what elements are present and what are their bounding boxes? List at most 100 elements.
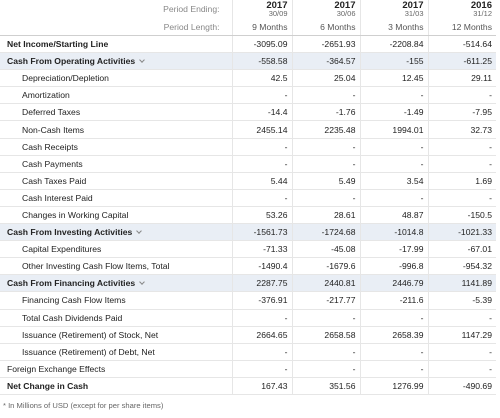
period-length: 9 Months: [231, 18, 292, 36]
cell-value: -: [291, 155, 360, 173]
cell-value: 5.44: [231, 172, 292, 190]
cell-value: -364.57: [291, 52, 360, 71]
table-row: Net Change in Cash 167.43 351.56 1276.99 -49…: [0, 377, 496, 395]
row-label: Other Investing Cash Flow Items, Total: [0, 257, 232, 276]
cell-value: -1021.33: [427, 223, 496, 242]
cell-value: -611.25: [427, 52, 496, 71]
row-label-text: Capital Expenditures: [22, 244, 102, 255]
row-label: Cash From Investing Activities: [0, 223, 232, 242]
cell-value: -217.77: [291, 291, 360, 310]
period-length: 6 Months: [291, 18, 360, 36]
row-label: Issuance (Retirement) of Debt, Net: [0, 343, 232, 361]
period-header: 2017 31/03: [359, 0, 428, 18]
cell-value: -155: [359, 52, 428, 71]
cell-value: 1147.29: [427, 326, 496, 344]
period-length-label: Period Length:: [0, 18, 232, 36]
cell-value: -67.01: [427, 240, 496, 259]
cell-value: -17.99: [359, 240, 428, 259]
row-label: Net Change in Cash: [0, 377, 232, 395]
cell-value: 1276.99: [359, 377, 428, 395]
row-label-text: Cash From Financing Activities: [7, 278, 136, 289]
cell-value: -3095.09: [231, 35, 292, 54]
row-label-text: Cash From Operating Activities: [7, 56, 136, 67]
row-label: Foreign Exchange Effects: [0, 360, 232, 378]
table-row: Depreciation/Depletion 42.5 25.04 12.45 29.1…: [0, 69, 496, 88]
year: 2017: [334, 0, 356, 11]
cell-value: -: [291, 309, 360, 327]
header-row: Period Ending: 2017 30/09 2017 30/06 2017 31/0…: [0, 0, 496, 18]
row-label: Capital Expenditures: [0, 240, 232, 259]
cell-value: -150.5: [427, 206, 496, 225]
table-body: Period Ending: 2017 30/09 2017 30/06 2017 31/0…: [0, 0, 496, 395]
cell-value: -: [291, 360, 360, 378]
table-row: Other Investing Cash Flow Items, Total -1…: [0, 257, 496, 276]
row-label: Changes in Working Capital: [0, 206, 232, 225]
row-label-text: Changes in Working Capital: [22, 209, 129, 220]
row-label-text: Depreciation/Depletion: [22, 73, 109, 84]
cell-value: -71.33: [231, 240, 292, 259]
cell-value: -1.49: [359, 103, 428, 122]
cell-value: -: [291, 138, 360, 156]
row-label-text: Cash Payments: [22, 158, 83, 169]
cell-value: -: [291, 86, 360, 105]
cell-value: 1994.01: [359, 120, 428, 139]
row-label-text: Non-Cash Items: [22, 124, 85, 135]
row-label-text: Net Income/Starting Line: [7, 39, 109, 50]
row-label: Cash Interest Paid: [0, 189, 232, 207]
table-row: Changes in Working Capital 53.26 28.61 48.8…: [0, 206, 496, 225]
date: 30/06: [336, 8, 356, 18]
row-label: Total Cash Dividends Paid: [0, 309, 232, 327]
cell-value: 2440.81: [291, 274, 360, 293]
cell-value: -: [231, 343, 292, 361]
row-label-text: Foreign Exchange Effects: [7, 363, 106, 374]
cell-value: -5.39: [427, 291, 496, 310]
cell-value: -2651.93: [291, 35, 360, 54]
period-header: 2016 31/12: [427, 0, 496, 18]
expand-chevron[interactable]: [139, 57, 145, 63]
row-label: Cash From Operating Activities: [0, 52, 232, 71]
year: 2017: [402, 0, 424, 11]
cell-value: -: [359, 138, 428, 156]
table-row: Deferred Taxes -14.4 -1.76 -1.49 -7.95: [0, 103, 496, 122]
date: 31/12: [473, 8, 492, 18]
cell-value: 2664.65: [231, 326, 292, 344]
cell-value: -558.58: [231, 52, 292, 71]
cell-value: -: [427, 86, 496, 105]
year: 2017: [266, 0, 288, 11]
row-label: Depreciation/Depletion: [0, 69, 232, 88]
expand-chevron[interactable]: [136, 228, 143, 234]
table-row: Amortization - - - -: [0, 86, 496, 105]
table-row: Cash Interest Paid - - - -: [0, 189, 496, 207]
cell-value: -: [231, 86, 292, 105]
cell-value: -: [231, 360, 292, 378]
cell-value: 48.87: [359, 206, 428, 225]
cell-value: -376.91: [231, 291, 292, 310]
row-label: Cash From Financing Activities: [0, 274, 232, 293]
table-row: Net Income/Starting Line -3095.09 -2651.93…: [0, 35, 496, 54]
cell-value: -: [427, 360, 496, 378]
cell-value: 5.49: [291, 172, 360, 190]
cell-value: -1.76: [291, 103, 360, 122]
cell-value: -: [359, 86, 428, 105]
row-label-text: Cash From Investing Activities: [7, 227, 133, 238]
cell-value: 25.04: [291, 69, 360, 88]
row-label: Net Income/Starting Line: [0, 35, 232, 54]
cell-value: 2446.79: [359, 274, 428, 293]
table-row: Cash Payments - - - -: [0, 155, 496, 173]
cell-value: -: [427, 138, 496, 156]
row-label: Non-Cash Items: [0, 120, 232, 139]
cell-value: -: [359, 189, 428, 207]
row-label-text: Issuance (Retirement) of Debt, Net: [22, 346, 155, 357]
row-label-text: Amortization: [22, 90, 70, 101]
cash-flow-table: Period Ending: 2017 30/09 2017 30/06 2017 31/0…: [0, 0, 496, 395]
cell-value: -: [359, 155, 428, 173]
cell-value: -: [427, 189, 496, 207]
row-label: Financing Cash Flow Items: [0, 291, 232, 310]
table-row: Issuance (Retirement) of Debt, Net - - - -: [0, 343, 496, 361]
cell-value: -: [291, 189, 360, 207]
cell-value: -1014.8: [359, 223, 428, 242]
cell-value: -: [359, 360, 428, 378]
expand-chevron[interactable]: [139, 279, 145, 286]
date: 30/09: [268, 8, 288, 18]
cell-value: -45.08: [291, 240, 360, 259]
